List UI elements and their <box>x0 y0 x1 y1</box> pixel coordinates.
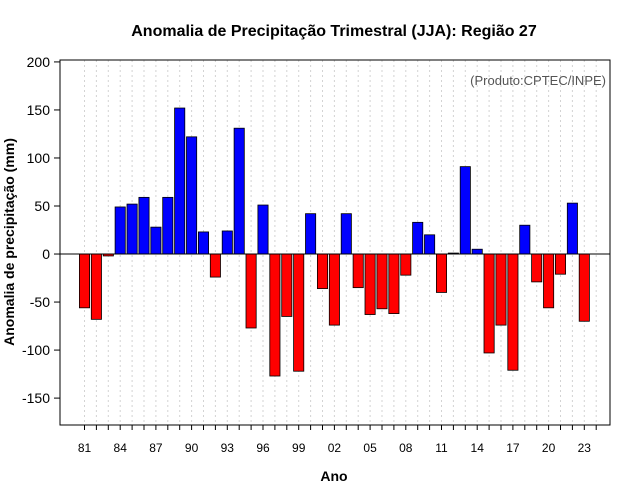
bar-1988 <box>162 196 174 255</box>
bar-1984 <box>114 206 126 255</box>
bar-1999 <box>293 253 305 372</box>
y-tick-label: -100 <box>22 342 50 358</box>
gridlines <box>84 60 597 425</box>
x-tick-label: 20 <box>542 441 556 455</box>
y-axis: -150 -100 -50 0 50 100 150 200 <box>22 54 60 406</box>
x-tick-label: 84 <box>114 441 128 455</box>
product-credit: (Produto:CPTEC/INPE) <box>470 73 606 88</box>
bar-1994 <box>233 127 245 255</box>
bar-1986 <box>138 196 150 255</box>
bar-2020 <box>543 253 555 309</box>
bar-1995 <box>245 253 257 329</box>
x-tick-label: 90 <box>185 441 199 455</box>
bar-1987 <box>150 226 162 255</box>
bar-1985 <box>126 203 138 255</box>
bar-1997 <box>269 253 281 377</box>
bar-2007 <box>388 253 400 314</box>
y-tick-label: 100 <box>27 150 51 166</box>
y-tick-label: 200 <box>27 54 51 70</box>
bar-2002 <box>328 253 340 326</box>
y-tick-label: -150 <box>22 390 50 406</box>
bar-1990 <box>186 136 198 255</box>
bar-2006 <box>376 253 388 310</box>
x-tick-label: 05 <box>363 441 377 455</box>
bar-1981 <box>79 253 91 309</box>
y-axis-label: Anomalia de precipitação (mm) <box>1 138 17 346</box>
x-tick-label: 93 <box>221 441 235 455</box>
plot-frame <box>59 59 611 426</box>
bar-2005 <box>364 253 376 315</box>
x-tick-label: 23 <box>578 441 592 455</box>
bar-2000 <box>305 213 317 255</box>
x-tick-label: 11 <box>435 441 448 455</box>
x-tick-label: 08 <box>399 441 413 455</box>
y-tick-label: 150 <box>27 102 51 118</box>
bar-1996 <box>257 204 269 255</box>
bar-2004 <box>352 253 364 289</box>
y-tick-label: -50 <box>30 294 50 310</box>
x-tick-label: 87 <box>149 441 163 455</box>
bar-1991 <box>197 231 209 255</box>
bar-2010 <box>424 234 436 255</box>
x-tick-label: 02 <box>328 441 342 455</box>
bar-2022 <box>566 202 578 255</box>
bar-1993 <box>221 230 233 255</box>
x-axis-label: Ano <box>320 468 347 484</box>
bar-2008 <box>400 253 412 276</box>
bar-1982 <box>90 253 102 320</box>
bar-2015 <box>483 253 495 354</box>
bar-2014 <box>471 248 483 255</box>
bar-2003 <box>340 213 352 255</box>
y-tick-label: 0 <box>42 246 50 262</box>
bar-1989 <box>174 107 186 255</box>
bar-1992 <box>209 253 221 278</box>
x-tick-label: 14 <box>471 441 485 455</box>
x-tick-label: 81 <box>78 441 92 455</box>
bar-2013 <box>459 166 471 255</box>
bar-2001 <box>316 253 328 290</box>
x-tick-label: 96 <box>256 441 270 455</box>
x-tick-label: 17 <box>506 441 520 455</box>
bar-2016 <box>495 253 507 326</box>
y-tick-label: 50 <box>34 198 50 214</box>
bar-1998 <box>281 253 293 317</box>
bar-2021 <box>555 253 567 275</box>
bar-2011 <box>435 253 447 293</box>
bar-2017 <box>507 253 519 371</box>
bar-2023 <box>578 253 590 322</box>
x-tick-label: 99 <box>292 441 306 455</box>
bar-2019 <box>531 253 543 283</box>
bar-2009 <box>412 221 424 255</box>
chart-title: Anomalia de Precipitação Trimestral (JJA… <box>131 23 537 40</box>
x-axis: 81 84 87 90 93 96 99 02 05 08 11 14 17 20 23 <box>78 425 597 455</box>
bar-2018 <box>519 224 531 255</box>
